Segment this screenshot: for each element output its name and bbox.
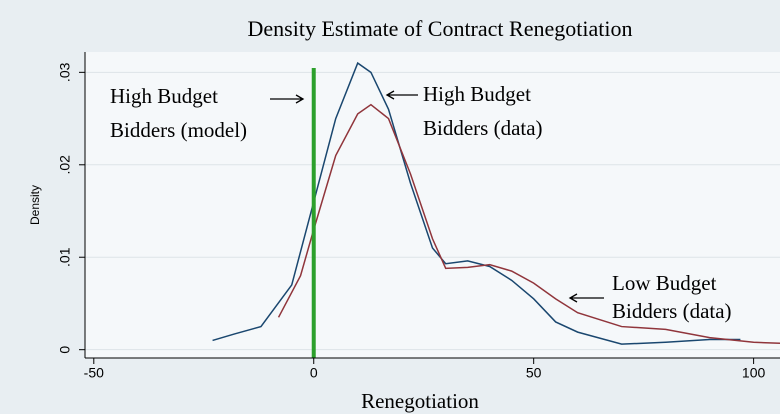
grid: 0 .01 .02 .03 -50 0 50 100 <box>57 62 780 381</box>
x-tick-label: 0 <box>310 365 318 381</box>
line <box>212 61 741 345</box>
plot-area <box>85 52 780 358</box>
line <box>277 103 780 344</box>
arrow <box>270 94 305 104</box>
x-tick-label: 50 <box>526 365 542 381</box>
y-tick-label: .01 <box>57 247 73 267</box>
annotation: High Budget <box>110 84 218 108</box>
y-axis-title: Density <box>28 185 42 225</box>
annotations: High Budget Bidders (model) High Budget … <box>110 82 732 323</box>
x-axis-title: Renegotiation <box>361 389 479 413</box>
x-tick-label: -50 <box>84 365 104 381</box>
annotation: Low Budget <box>612 271 717 295</box>
annotation: Bidders (data) <box>612 299 732 323</box>
chart-title: Density Estimate of Contract Renegotiati… <box>248 16 633 41</box>
annotation: Bidders (model) <box>110 118 247 142</box>
y-tick-label: .03 <box>57 62 73 82</box>
arrow <box>568 293 604 303</box>
x-tick-label: 100 <box>742 365 766 381</box>
y-tick-label: 0 <box>57 346 73 354</box>
y-tick-label: .02 <box>57 155 73 175</box>
arrow <box>385 90 418 100</box>
annotation: Bidders (data) <box>423 116 543 140</box>
annotation: High Budget <box>423 82 531 106</box>
arrows <box>270 90 604 303</box>
marks <box>212 61 780 358</box>
